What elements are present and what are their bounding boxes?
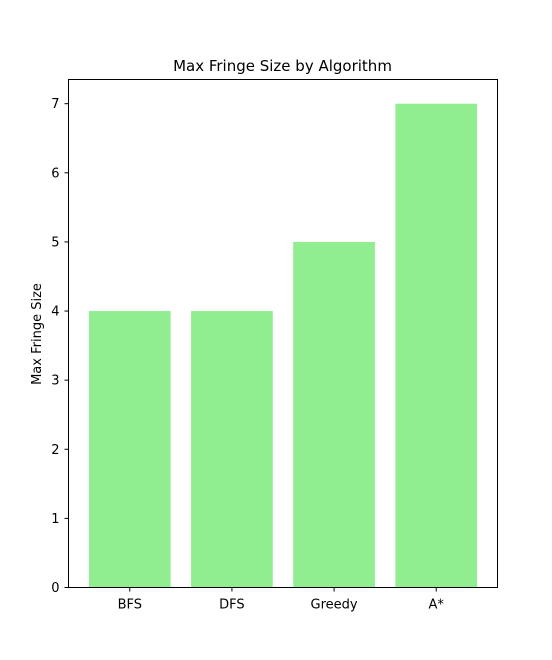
x-tick-label: DFS (219, 598, 245, 613)
x-tick-label: BFS (118, 598, 142, 613)
x-axis-ticks: BFS DFS Greedy A* (118, 587, 445, 613)
y-tick-label: 7 (51, 97, 59, 112)
y-tick-label: 0 (51, 581, 59, 596)
y-tick-label: 5 (51, 235, 59, 250)
y-tick-label: 4 (51, 305, 59, 320)
plot-frame (68, 79, 498, 588)
bars-group (88, 103, 478, 588)
y-axis-ticks: 0 1 2 3 4 5 6 7 (51, 97, 69, 596)
bar-astar (395, 103, 478, 588)
bar-dfs (191, 311, 273, 588)
y-tick-label: 1 (51, 512, 59, 527)
bar-greedy (293, 241, 375, 588)
x-tick-label: A* (429, 598, 445, 613)
chart-title: Max Fringe Size by Algorithm (173, 57, 392, 75)
x-tick-label: Greedy (311, 598, 358, 613)
y-tick-label: 6 (51, 166, 59, 181)
bar-bfs (88, 311, 171, 588)
y-axis-label: Max Fringe Size (30, 283, 45, 385)
y-tick-label: 2 (51, 443, 59, 458)
y-tick-label: 3 (51, 374, 59, 389)
